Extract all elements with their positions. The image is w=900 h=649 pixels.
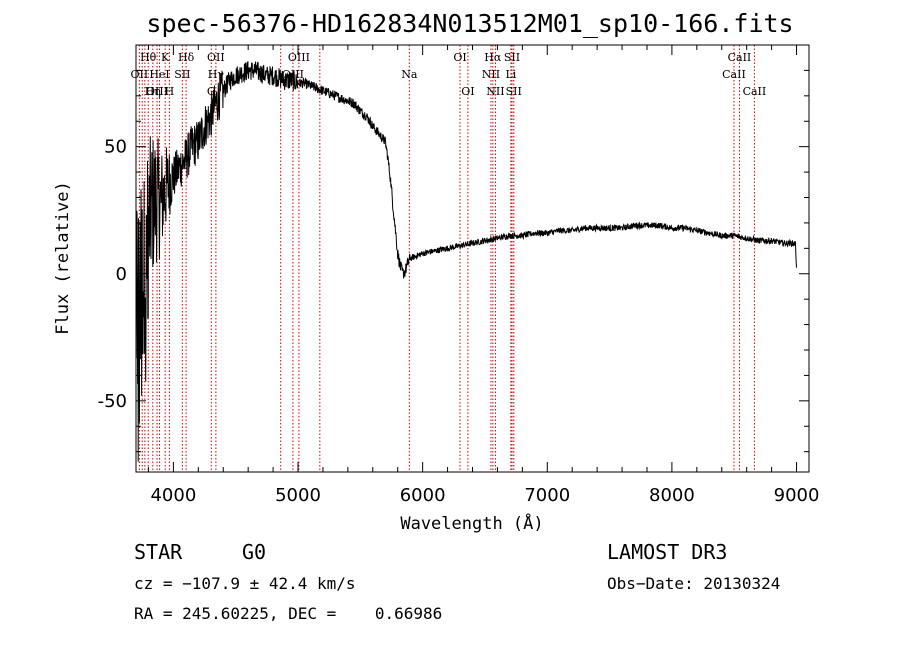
spectral-line-label: OI [461, 85, 474, 98]
y-tick-label: 0 [116, 264, 127, 285]
spectral-line-label: NII [486, 85, 504, 98]
x-axis-label: Wavelength (Å) [400, 512, 543, 534]
x-tick-label: 4000 [150, 485, 196, 506]
spectral-line-markers [138, 45, 755, 472]
spectral-line-label: OIII [146, 85, 168, 98]
y-axis-label: Flux (relative) [53, 181, 73, 335]
spectral-line-label: HeI [149, 68, 169, 81]
spectral-line-label: OI [453, 51, 466, 64]
plot-frame [135, 44, 810, 473]
spectral-line-label: Hα [484, 51, 502, 64]
spectral-line-label: SII [504, 51, 520, 64]
spectral-line-label: Li [505, 68, 516, 81]
spectral-line-label: NII [482, 68, 500, 81]
spectral-line-label: OII [207, 51, 225, 64]
object-subclass: G0 [242, 540, 267, 564]
coordinates: RA = 245.60225, DEC = 0.66986 [134, 604, 443, 623]
spectral-line-label: Hθ [140, 51, 157, 64]
spectral-line-label: Na [401, 68, 418, 81]
chart-title: spec-56376-HD162834N013512M01_sp10-166.f… [146, 9, 793, 38]
redshift-cz: cz = −107.9 ± 42.4 km/s [134, 574, 356, 593]
observation-date: Obs−Date: 20130324 [607, 574, 781, 593]
y-tick-label: -50 [98, 391, 127, 412]
spectral-line-label: CaII [743, 85, 767, 98]
spectral-line-label: OII [131, 68, 149, 81]
spectral-line-label: Hη [145, 85, 161, 98]
spectral-line-label: CaII [728, 51, 752, 64]
spectral-line-label: SII [506, 85, 522, 98]
spectral-line-label: OIII [288, 51, 310, 64]
x-tick-label: 5000 [275, 485, 321, 506]
x-tick-label: 7000 [524, 485, 570, 506]
object-class: STAR [134, 540, 183, 564]
spectral-line-label: CaII [722, 68, 746, 81]
x-tick-label: 6000 [400, 485, 446, 506]
y-tick-label: 50 [104, 137, 127, 158]
x-tick-label: 9000 [774, 485, 820, 506]
spectral-line-label: H [165, 85, 175, 98]
spectral-line-label: Hδ [178, 51, 195, 64]
survey-name: LAMOST DR3 [607, 540, 728, 564]
axes: 4000 5000 6000 7000 8000 9000 -50 0 50 [98, 45, 820, 506]
x-tick-label: 8000 [649, 485, 695, 506]
spectrum-series-line [135, 61, 797, 462]
spectral-line-label: SII [174, 68, 190, 81]
spectral-line-label: K [161, 51, 170, 64]
series-layer [135, 61, 797, 462]
